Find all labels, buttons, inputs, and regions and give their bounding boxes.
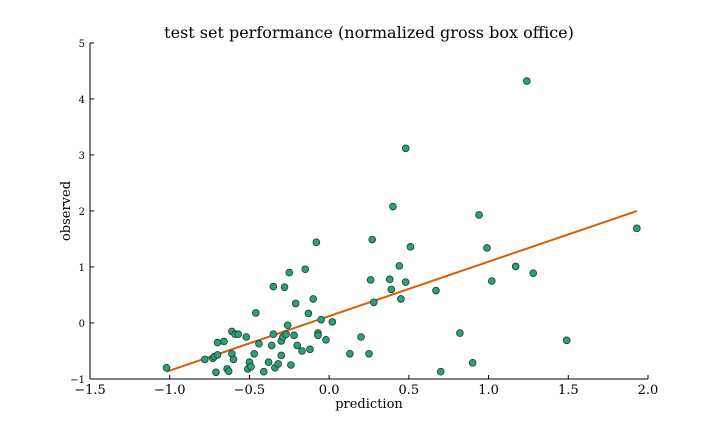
y-tick-label: 1 [79,263,85,274]
data-point [234,330,243,339]
data-point [252,309,260,317]
y-tick-label: −1 [70,375,85,386]
x-tick-label: 2.0 [638,383,659,398]
data-point [312,238,321,247]
data-point [293,341,302,350]
data-point [357,333,365,341]
data-point [277,351,286,360]
y-tick-label: 5 [79,39,85,50]
y-tick-label: 0 [79,319,85,330]
data-point [314,331,322,340]
data-point [385,275,394,284]
data-point [285,268,294,277]
data-point [395,262,404,270]
y-axis-ticks: −1 0 1 2 3 4 5 [70,39,94,386]
data-point [280,283,289,291]
data-point [264,358,273,367]
x-tick-label: 0.0 [319,383,340,398]
data-point [436,367,445,376]
x-tick-label: −1.5 [74,383,106,398]
data-point [317,315,325,324]
data-point [269,282,278,291]
data-point [220,337,228,346]
x-axis-label: prediction [335,397,403,412]
data-point [162,363,171,372]
data-point [387,285,396,294]
x-tick-label: 0.5 [399,383,420,398]
data-point [301,265,310,274]
data-point [290,331,298,340]
data-point [401,144,410,153]
data-point [487,277,496,285]
scatter-points [162,77,641,377]
data-point [250,349,259,358]
data-point [213,351,222,359]
data-point [346,349,354,358]
data-point [298,347,306,355]
data-point [224,367,233,375]
data-point [368,235,376,244]
x-tick-label: −0.5 [234,383,266,398]
data-point [283,321,292,330]
x-tick-label: 1.5 [558,383,579,398]
data-point [255,339,263,348]
x-tick-label: 1.0 [478,383,499,398]
y-tick-label: 4 [79,95,85,106]
data-point [389,202,397,211]
x-tick-label: −1.0 [154,383,186,398]
data-point [633,224,641,233]
data-point [397,295,405,303]
data-point [401,278,410,286]
data-point [322,335,330,344]
data-point [365,349,373,358]
data-point [432,286,440,295]
data-point [267,341,276,350]
y-axis-label: observed [59,181,74,241]
data-point [475,211,483,219]
x-axis-ticks: −1.5 −1.0 −0.5 0.0 0.5 1.0 1.5 2.0 [74,375,658,398]
data-point [306,345,314,354]
data-point [269,330,278,339]
data-point [259,367,268,376]
data-point [304,309,313,318]
y-tick-label: 2 [79,207,85,218]
data-point [282,330,290,339]
data-point [483,244,491,252]
data-point [328,318,337,326]
data-point [309,295,318,303]
data-point [366,276,375,284]
data-point [274,360,282,368]
data-point [511,262,520,271]
data-point [200,355,209,364]
data-point [213,338,222,347]
data-point [523,77,531,85]
fit-line [166,210,638,373]
data-point [242,333,251,341]
data-point [562,336,571,345]
data-point [529,269,538,277]
data-point [369,298,378,307]
data-point [468,358,477,367]
y-tick-label: 3 [79,151,85,162]
data-point [291,299,300,308]
data-point [456,329,464,337]
fit-line-layer [166,210,638,373]
data-point [287,361,295,369]
data-point [406,243,415,251]
data-point [247,362,255,371]
data-point [229,355,238,364]
chart-title: test set performance (normalized gross b… [164,23,574,42]
data-point [212,368,220,377]
